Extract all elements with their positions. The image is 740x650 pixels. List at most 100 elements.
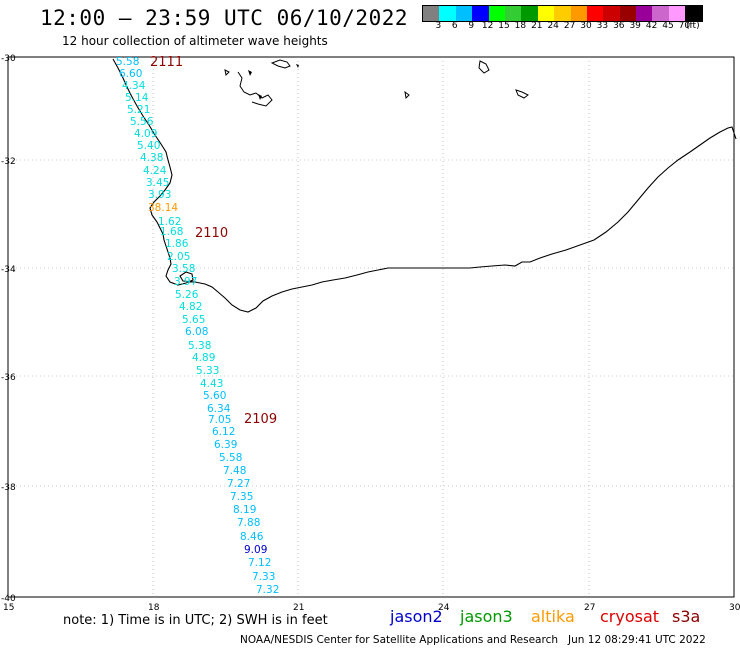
color-scale-label: 21 — [531, 21, 543, 31]
color-swatch — [537, 6, 555, 21]
wave-height-value: 1.62 — [158, 216, 181, 228]
color-swatch — [554, 6, 571, 21]
lat-tick-label: -30 — [1, 54, 16, 64]
color-scale-label: 39 — [629, 21, 641, 31]
wave-height-value: 5.65 — [182, 314, 205, 326]
wave-height-value: 6.12 — [212, 426, 235, 438]
color-scale-label: 24 — [547, 21, 559, 31]
inland-feature — [224, 69, 529, 100]
lat-tick-label: -36 — [1, 373, 16, 383]
color-swatch — [586, 6, 604, 21]
wave-height-value: 5.60 — [203, 390, 226, 402]
wave-height-value: 6.34 — [207, 403, 231, 415]
wave-height-value: 5.26 — [175, 289, 199, 301]
color-swatch — [472, 6, 489, 21]
color-swatch — [619, 6, 637, 21]
wave-height-value: 4.43 — [200, 378, 223, 390]
color-scale-label: 9 — [468, 21, 475, 31]
color-swatch — [423, 6, 440, 21]
inland-feature — [478, 60, 490, 74]
color-scale-label: 33 — [596, 21, 609, 31]
color-scale-label: 30 — [580, 21, 592, 31]
wave-height-value: 5.33 — [196, 365, 219, 377]
wave-height-value: 9.09 — [244, 544, 267, 556]
wave-height-value: 5.14 — [125, 92, 149, 104]
wave-height-value: 1.86 — [165, 238, 189, 250]
color-swatch — [685, 6, 702, 21]
lon-tick-label: 30 — [729, 603, 740, 612]
wave-height-value: 4.34 — [122, 80, 146, 92]
color-swatch — [455, 6, 473, 21]
color-scale — [422, 5, 703, 22]
color-swatch — [636, 6, 653, 21]
footer-note: note: 1) Time is in UTC; 2) SWH is in fe… — [63, 613, 328, 628]
legend-s3a: s3a — [672, 607, 701, 626]
wave-height-value: 7.05 — [208, 414, 231, 426]
wave-height-value: 6.60 — [119, 68, 142, 80]
legend-cryosat: cryosat — [600, 607, 660, 626]
legend-jason2: jason2 — [390, 607, 443, 626]
color-swatch — [668, 6, 686, 21]
color-scale-label: 70 — [678, 21, 691, 31]
wave-height-value: 5.58 — [219, 452, 242, 464]
wave-height-value: 6.39 — [214, 439, 237, 451]
wave-height-value: 2.05 — [167, 251, 190, 263]
wave-height-value: 7.35 — [230, 491, 253, 503]
color-scale-label: 15 — [498, 21, 510, 31]
wave-height-value: 7.48 — [223, 465, 246, 477]
color-scale-label: 36 — [613, 21, 625, 31]
wave-height-value: 38.14 — [148, 202, 178, 214]
credit-timestamp: Jun 12 08:29:41 UTC 2022 — [568, 634, 706, 646]
credit-text: NOAA/NESDIS Center for Satellite Applica… — [240, 634, 558, 646]
color-scale-label: 45 — [662, 21, 674, 31]
lat-tick-label: -34 — [1, 265, 16, 275]
wave-height-labels: 5.586.604.345.145.215.564.095.404.384.24… — [116, 56, 279, 596]
map-plot: -30-32-34-36-38-40 15 18 21 24 27 30 5.586.60… — [1, 54, 740, 612]
legend-jason3: jason3 — [460, 607, 513, 626]
lat-tick-label: -38 — [1, 483, 16, 493]
page-title: 12:00 – 23:59 UTC 06/10/2022 — [40, 6, 409, 30]
wave-height-value: 4.24 — [143, 165, 167, 177]
inland-feature — [237, 71, 273, 107]
wave-height-value: 3.97 — [174, 276, 197, 288]
lon-tick-label: 24 — [438, 603, 450, 612]
footer-credit: NOAA/NESDIS Center for Satellite Applica… — [240, 634, 706, 646]
wave-height-value: 4.38 — [140, 152, 163, 164]
lat-tick-label: -32 — [1, 157, 16, 167]
inland-feature — [270, 59, 291, 69]
map-grid — [7, 56, 735, 598]
wave-height-value: 7.32 — [256, 584, 279, 596]
color-scale-label: 18 — [514, 21, 527, 31]
inland-feature — [248, 64, 299, 100]
color-scale-label: (ft) — [686, 21, 700, 31]
color-swatch — [488, 6, 505, 21]
wave-height-value: 1.68 — [160, 226, 183, 238]
longitude-tick-labels: 15 18 21 24 27 30 — [3, 603, 740, 612]
wave-height-value: 4.82 — [179, 301, 202, 313]
color-swatch — [504, 6, 522, 21]
color-swatch — [603, 6, 620, 21]
wave-height-value: 6.08 — [185, 326, 208, 338]
lon-tick-label: 18 — [148, 603, 160, 612]
pass-label-2111: 2111 — [150, 55, 183, 70]
color-swatch — [652, 6, 669, 21]
lon-tick-label: 27 — [584, 603, 595, 612]
wave-height-value: 5.40 — [137, 140, 160, 152]
wave-height-value: 7.33 — [252, 571, 275, 583]
color-scale-label: 6 — [451, 21, 458, 31]
wave-height-value: 8.46 — [240, 531, 264, 543]
color-scale-labels: 3 6 9 12 15 18 21 24 27 30 33 36 39 42 45 70 (ft) — [422, 21, 740, 35]
color-swatch — [439, 6, 456, 21]
wave-height-value: 4.89 — [192, 352, 215, 364]
wave-height-value: 3.93 — [148, 189, 171, 201]
wave-height-value: 7.88 — [237, 517, 260, 529]
wave-height-value: 8.19 — [233, 504, 256, 516]
latitude-tick-labels: -30 -32 -34 -36 -38 -40 — [1, 54, 16, 604]
legend-altika: altika — [531, 607, 575, 626]
wave-height-value: 5.38 — [188, 340, 211, 352]
lat-tick-label: -40 — [1, 594, 16, 604]
color-swatch — [521, 6, 538, 21]
wave-height-value: 5.21 — [127, 104, 150, 116]
wave-height-value: 7.27 — [227, 478, 250, 490]
